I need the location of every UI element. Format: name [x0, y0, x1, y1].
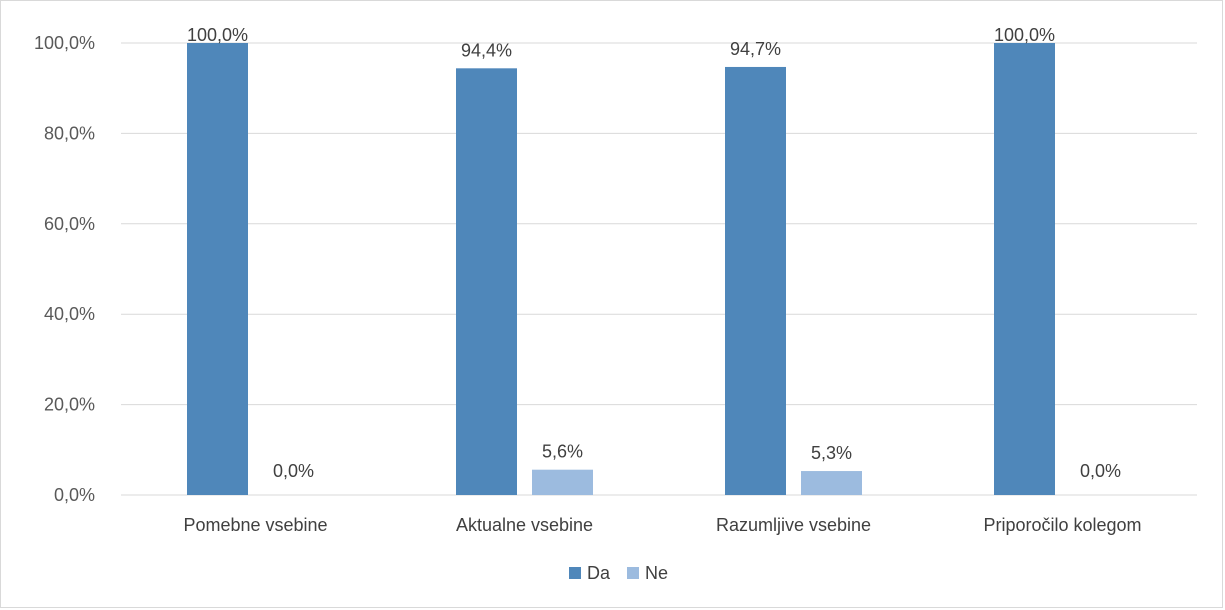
- x-category-label: Priporočilo kolegom: [983, 515, 1141, 535]
- y-tick-label: 80,0%: [44, 123, 95, 143]
- bar-da-3: [725, 66, 786, 496]
- y-axis-ticks: 0,0% 20,0% 40,0% 60,0% 80,0% 100,0%: [34, 33, 95, 505]
- y-tick-label: 20,0%: [44, 395, 95, 415]
- data-label: 0,0%: [1080, 461, 1121, 481]
- y-tick-label: 0,0%: [54, 485, 95, 505]
- legend-label-da: Da: [587, 563, 611, 583]
- legend: Da Ne: [569, 563, 668, 583]
- y-tick-label: 40,0%: [44, 304, 95, 324]
- bar-ne-2: [532, 469, 593, 495]
- legend-swatch-da: [569, 567, 581, 579]
- bar-ne-3: [801, 471, 862, 495]
- y-tick-label: 60,0%: [44, 214, 95, 234]
- bar-da-2: [456, 68, 517, 495]
- bars: [187, 43, 1055, 496]
- x-axis-categories: Pomebne vsebine Aktualne vsebine Razumljiv…: [183, 515, 1141, 535]
- legend-label-ne: Ne: [645, 563, 668, 583]
- data-labels: 100,0% 0,0% 94,4% 5,6% 94,7% 5,3% 100,0% 0,0%: [187, 25, 1121, 481]
- data-label: 94,4%: [461, 40, 512, 60]
- x-category-label: Aktualne vsebine: [456, 515, 593, 535]
- data-label: 0,0%: [273, 461, 314, 481]
- data-label: 5,3%: [811, 443, 852, 463]
- data-label: 100,0%: [187, 25, 248, 45]
- x-category-label: Razumljive vsebine: [716, 515, 871, 535]
- bar-da-1: [187, 43, 248, 495]
- legend-swatch-ne: [627, 567, 639, 579]
- bar-da-4: [994, 43, 1055, 495]
- x-category-label: Pomebne vsebine: [183, 515, 327, 535]
- data-label: 100,0%: [994, 25, 1055, 45]
- data-label: 5,6%: [542, 442, 583, 462]
- y-tick-label: 100,0%: [34, 33, 95, 53]
- data-label: 94,7%: [730, 39, 781, 59]
